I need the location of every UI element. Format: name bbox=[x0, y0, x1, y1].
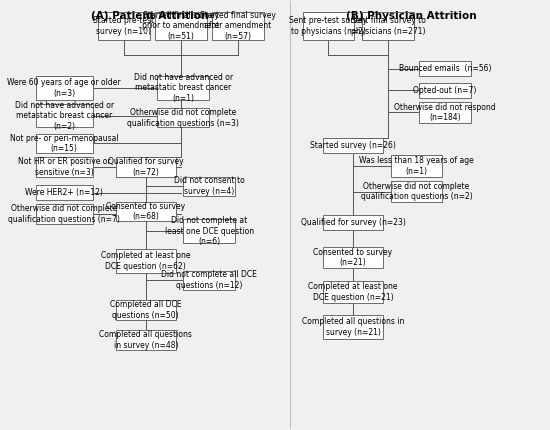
FancyBboxPatch shape bbox=[36, 204, 92, 224]
Text: Were HER2+ (n=12): Were HER2+ (n=12) bbox=[25, 188, 103, 197]
FancyBboxPatch shape bbox=[116, 301, 175, 319]
Text: Otherwise did not respond
(n=184): Otherwise did not respond (n=184) bbox=[394, 103, 496, 122]
Text: Consented to survey
(n=68): Consented to survey (n=68) bbox=[106, 202, 185, 221]
Text: Not pre- or peri-menopausal
(n=15): Not pre- or peri-menopausal (n=15) bbox=[10, 134, 118, 153]
FancyBboxPatch shape bbox=[116, 249, 175, 273]
FancyBboxPatch shape bbox=[323, 281, 383, 303]
FancyBboxPatch shape bbox=[212, 12, 263, 40]
Text: Completed all DCE
questions (n=50): Completed all DCE questions (n=50) bbox=[110, 301, 182, 320]
Text: Did not consent to
survey (n=4): Did not consent to survey (n=4) bbox=[174, 176, 245, 196]
FancyBboxPatch shape bbox=[362, 12, 414, 40]
FancyBboxPatch shape bbox=[419, 83, 471, 98]
FancyBboxPatch shape bbox=[419, 102, 471, 123]
Text: Did not have advanced or
metastatic breast cancer
(n=2): Did not have advanced or metastatic brea… bbox=[15, 101, 114, 131]
FancyBboxPatch shape bbox=[36, 76, 92, 100]
Text: Started survey (n=26): Started survey (n=26) bbox=[310, 141, 396, 150]
FancyBboxPatch shape bbox=[323, 215, 383, 230]
Text: Qualified for survey
(n=72): Qualified for survey (n=72) bbox=[108, 157, 184, 177]
Text: (B) Physician Attrition: (B) Physician Attrition bbox=[346, 11, 477, 21]
FancyBboxPatch shape bbox=[323, 247, 383, 268]
Text: Otherwise did not complete
qualification questions (n=2): Otherwise did not complete qualification… bbox=[361, 182, 472, 201]
Text: Were 60 years of age or older
(n=3): Were 60 years of age or older (n=3) bbox=[7, 78, 121, 98]
FancyBboxPatch shape bbox=[36, 134, 92, 153]
Text: Did not have advanced or
metastatic breast cancer
(n=1): Did not have advanced or metastatic brea… bbox=[134, 73, 233, 103]
Text: Was less than 18 years of age
(n=1): Was less than 18 years of age (n=1) bbox=[359, 156, 474, 175]
Text: Bounced emails  (n=56): Bounced emails (n=56) bbox=[399, 64, 491, 73]
Text: Did not complete at
least one DCE question
(n=6): Did not complete at least one DCE questi… bbox=[164, 216, 254, 246]
FancyBboxPatch shape bbox=[157, 76, 209, 100]
Text: Started pre-test
survey (n=10): Started pre-test survey (n=10) bbox=[93, 16, 155, 36]
Text: Otherwise did not complete
qualification questions (n=3): Otherwise did not complete qualification… bbox=[128, 108, 239, 128]
FancyBboxPatch shape bbox=[36, 185, 92, 200]
Text: Started final survey
prior to amendment
(n=51): Started final survey prior to amendment … bbox=[142, 11, 219, 41]
Text: Consented to survey
(n=21): Consented to survey (n=21) bbox=[314, 248, 393, 267]
Text: Started final survey
after amendment
(n=57): Started final survey after amendment (n=… bbox=[200, 11, 276, 41]
Text: Otherwise did not complete
qualification questions (n=7): Otherwise did not complete qualification… bbox=[8, 204, 120, 224]
Text: Sent final survey to
physicians (n=271): Sent final survey to physicians (n=271) bbox=[350, 16, 426, 36]
FancyBboxPatch shape bbox=[155, 12, 207, 40]
Text: Completed at least one
DCE question (n=21): Completed at least one DCE question (n=2… bbox=[308, 282, 398, 301]
Text: Not HR or ER positive or
sensitive (n=3): Not HR or ER positive or sensitive (n=3) bbox=[18, 157, 111, 177]
FancyBboxPatch shape bbox=[98, 12, 150, 40]
FancyBboxPatch shape bbox=[157, 108, 209, 127]
Text: Sent pre-test survey
to physicians (n=2): Sent pre-test survey to physicians (n=2) bbox=[289, 16, 367, 36]
Text: Completed at least one
DCE question (n=62): Completed at least one DCE question (n=6… bbox=[101, 251, 190, 270]
FancyBboxPatch shape bbox=[183, 177, 235, 196]
FancyBboxPatch shape bbox=[116, 202, 175, 221]
FancyBboxPatch shape bbox=[36, 157, 92, 177]
FancyBboxPatch shape bbox=[390, 155, 442, 177]
FancyBboxPatch shape bbox=[183, 270, 235, 290]
Text: Opted-out (n=7): Opted-out (n=7) bbox=[413, 86, 477, 95]
FancyBboxPatch shape bbox=[116, 330, 175, 350]
FancyBboxPatch shape bbox=[302, 12, 354, 40]
FancyBboxPatch shape bbox=[390, 181, 442, 202]
Text: Did not complete all DCE
questions (n=12): Did not complete all DCE questions (n=12… bbox=[161, 270, 257, 290]
FancyBboxPatch shape bbox=[116, 157, 175, 177]
Text: Qualified for survey (n=23): Qualified for survey (n=23) bbox=[301, 218, 405, 227]
FancyBboxPatch shape bbox=[183, 219, 235, 243]
FancyBboxPatch shape bbox=[36, 104, 92, 127]
FancyBboxPatch shape bbox=[419, 61, 471, 76]
Text: Completed all questions
in survey (n=48): Completed all questions in survey (n=48) bbox=[100, 330, 192, 350]
FancyBboxPatch shape bbox=[323, 315, 383, 339]
FancyBboxPatch shape bbox=[323, 138, 383, 153]
Text: Completed all questions in
survey (n=21): Completed all questions in survey (n=21) bbox=[302, 317, 404, 337]
Text: (A) Patient Attrition: (A) Patient Attrition bbox=[91, 11, 208, 21]
